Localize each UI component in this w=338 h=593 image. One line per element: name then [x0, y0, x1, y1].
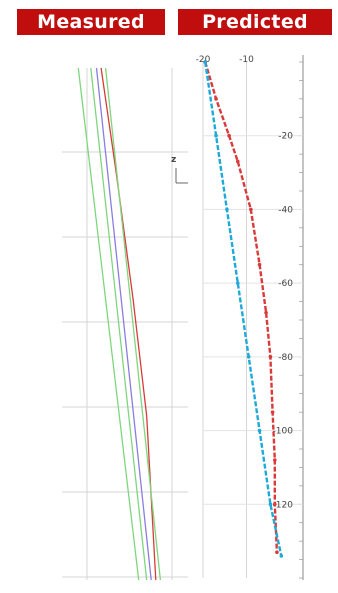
predicted-y-tick-label: -100: [273, 427, 294, 437]
predicted-series-0-point: [275, 550, 279, 554]
predicted-series-0-point: [264, 310, 268, 315]
predicted-series-0-point: [270, 410, 275, 414]
predicted-panel: [203, 60, 284, 558]
predicted-x-tick-label: -10: [239, 55, 254, 65]
measured-series-line-0: [77, 67, 140, 581]
measured-panel: [77, 67, 162, 581]
predicted-series-1-point: [246, 355, 251, 359]
predicted-series-1-point: [225, 207, 229, 212]
predicted-series-0-point: [227, 133, 231, 138]
predicted-header: Predicted: [178, 9, 332, 35]
z-axis-indicator: z: [171, 155, 188, 184]
predicted-y-tick-label: -60: [278, 279, 293, 289]
predicted-series-1-point: [236, 281, 240, 285]
predicted-series-0-point: [257, 262, 262, 267]
predicted-series-line-1: [204, 61, 283, 557]
predicted-series-1-point: [257, 428, 262, 433]
predicted-series-0-point: [268, 355, 273, 359]
predicted-series-1-point: [279, 554, 284, 558]
predicted-series-0-point: [272, 502, 277, 507]
predicted-x-tick-label: -20: [196, 55, 211, 65]
grid-lines: -20 -10 -20 -40 -60 -80 -100 -120: [62, 55, 304, 580]
measured-series-line-2: [95, 67, 152, 581]
predicted-y-tick-label: -80: [278, 353, 293, 363]
predicted-series-0-point: [272, 458, 277, 462]
predicted-y-tick-label: -40: [278, 205, 293, 215]
predicted-y-tick-label: -120: [273, 500, 294, 510]
predicted-y-tick-label: -20: [278, 132, 293, 142]
predicted-series-1-point: [268, 502, 273, 507]
predicted-series-1-point: [203, 60, 207, 64]
measured-series-line-1: [90, 67, 148, 581]
predicted-series-line-0: [204, 61, 279, 553]
measured-header: Measured: [17, 9, 165, 35]
measured-series-line-3: [100, 67, 157, 581]
predicted-series-1-point: [214, 133, 218, 138]
predicted-series-0-point: [249, 207, 253, 212]
measured-series-line-4: [104, 67, 162, 581]
z-axis-label: z: [171, 155, 176, 165]
predicted-series-0-point: [236, 159, 240, 164]
predicted-series-0-point: [214, 97, 218, 101]
